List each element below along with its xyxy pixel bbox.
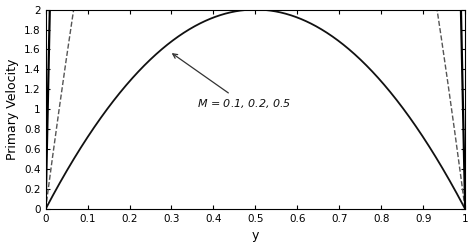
X-axis label: y: y	[252, 229, 259, 243]
Y-axis label: Primary Velocity: Primary Velocity	[6, 59, 18, 160]
Text: $M$ = 0.1, 0.2, 0.5: $M$ = 0.1, 0.2, 0.5	[173, 54, 291, 110]
